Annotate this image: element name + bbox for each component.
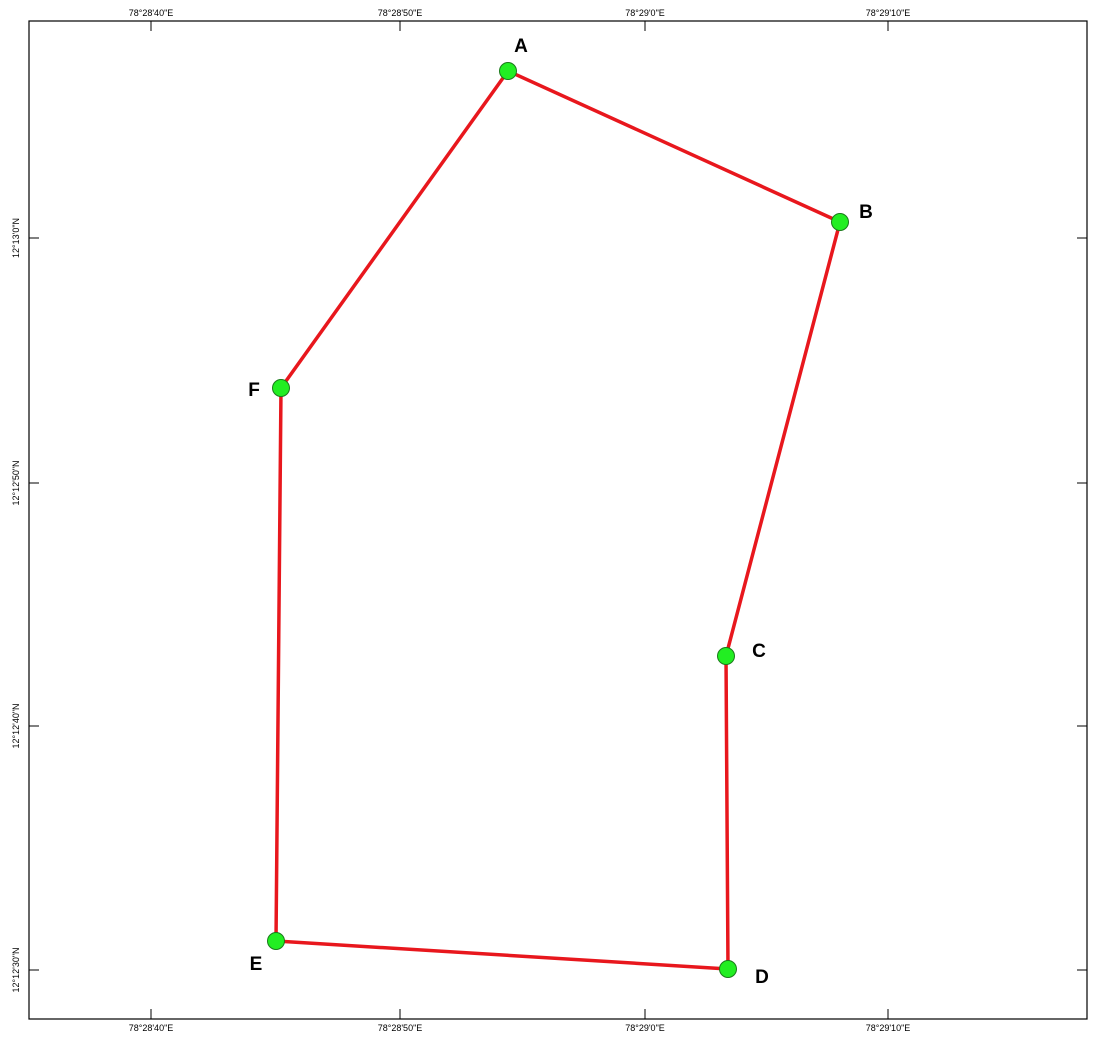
bottom-longitude-label: 78°28'40"E [129,1023,174,1033]
vertex-markers [267,62,849,978]
vertex-d-label: D [755,967,769,988]
vertex-c-label: C [752,641,766,662]
top-graticule-ticks [150,21,889,31]
vertex-e-marker[interactable] [267,932,285,950]
bottom-longitude-label: 78°29'10"E [866,1023,911,1033]
vertex-d-marker[interactable] [719,960,737,978]
vertex-a-marker[interactable] [499,62,517,80]
vertex-f-marker[interactable] [272,379,290,397]
right-graticule-ticks [1077,237,1087,971]
left-graticule-ticks [29,237,39,971]
top-longitude-label: 78°29'10"E [866,8,911,18]
left-latitude-label: 12°12'30"N [11,947,21,992]
left-latitude-label: 12°12'50"N [11,460,21,505]
vertex-a-label: A [514,36,528,57]
map-frame [28,20,1088,1020]
vertex-b-label: B [859,202,873,223]
top-longitude-label: 78°28'40"E [129,8,174,18]
bottom-longitude-label: 78°28'50"E [378,1023,423,1033]
bottom-longitude-label: 78°29'0"E [625,1023,665,1033]
vertex-c-marker[interactable] [717,647,735,665]
left-latitude-label: 12°12'40"N [11,703,21,748]
bottom-graticule-ticks [150,1009,889,1019]
top-longitude-label: 78°28'50"E [378,8,423,18]
vertex-f-label: F [248,380,260,401]
vertex-e-label: E [250,954,263,975]
vertex-b-marker[interactable] [831,213,849,231]
left-latitude-label: 12°13'0"N [11,218,21,258]
top-longitude-label: 78°29'0"E [625,8,665,18]
